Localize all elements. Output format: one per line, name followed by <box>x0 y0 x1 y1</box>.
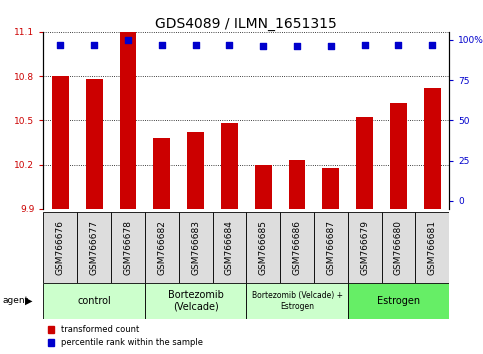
FancyBboxPatch shape <box>77 212 111 283</box>
Text: GSM766687: GSM766687 <box>327 220 335 275</box>
Bar <box>221 123 238 209</box>
Point <box>124 37 132 43</box>
Point <box>192 42 199 47</box>
Text: GSM766676: GSM766676 <box>56 220 65 275</box>
Point <box>395 42 402 47</box>
Bar <box>187 132 204 209</box>
Title: GDS4089 / ILMN_1651315: GDS4089 / ILMN_1651315 <box>156 17 337 31</box>
Legend: transformed count, percentile rank within the sample: transformed count, percentile rank withi… <box>48 325 203 347</box>
Text: Bortezomib
(Velcade): Bortezomib (Velcade) <box>168 290 224 312</box>
FancyBboxPatch shape <box>179 212 213 283</box>
FancyBboxPatch shape <box>213 212 246 283</box>
Point <box>361 42 369 47</box>
FancyBboxPatch shape <box>314 212 348 283</box>
Text: GSM766682: GSM766682 <box>157 220 166 275</box>
Text: Estrogen: Estrogen <box>377 296 420 306</box>
FancyBboxPatch shape <box>43 212 77 283</box>
Text: GSM766679: GSM766679 <box>360 220 369 275</box>
Text: GSM766685: GSM766685 <box>259 220 268 275</box>
Bar <box>86 79 102 209</box>
Text: GSM766686: GSM766686 <box>293 220 301 275</box>
FancyBboxPatch shape <box>111 212 145 283</box>
Bar <box>154 138 170 209</box>
Text: GSM766683: GSM766683 <box>191 220 200 275</box>
FancyBboxPatch shape <box>348 283 449 319</box>
Text: GSM766684: GSM766684 <box>225 220 234 275</box>
FancyBboxPatch shape <box>246 283 348 319</box>
FancyBboxPatch shape <box>145 212 179 283</box>
Point <box>90 42 98 47</box>
FancyBboxPatch shape <box>246 212 280 283</box>
Bar <box>356 118 373 209</box>
Point <box>259 44 267 49</box>
Point <box>327 44 335 49</box>
Point <box>158 42 166 47</box>
Point <box>57 42 64 47</box>
FancyBboxPatch shape <box>280 212 314 283</box>
Text: control: control <box>77 296 111 306</box>
Bar <box>390 103 407 209</box>
Bar <box>323 167 339 209</box>
Point <box>428 42 436 47</box>
Bar <box>52 76 69 209</box>
Bar <box>120 32 137 209</box>
Bar <box>424 88 440 209</box>
Point <box>226 42 233 47</box>
FancyBboxPatch shape <box>382 212 415 283</box>
FancyBboxPatch shape <box>415 212 449 283</box>
Point <box>293 44 301 49</box>
Text: GSM766677: GSM766677 <box>90 220 99 275</box>
Text: ▶: ▶ <box>25 296 33 306</box>
Bar <box>255 165 271 209</box>
Text: Bortezomib (Velcade) +
Estrogen: Bortezomib (Velcade) + Estrogen <box>252 291 342 310</box>
FancyBboxPatch shape <box>43 283 145 319</box>
Text: agent: agent <box>2 296 28 306</box>
Text: GSM766681: GSM766681 <box>428 220 437 275</box>
Text: GSM766680: GSM766680 <box>394 220 403 275</box>
FancyBboxPatch shape <box>145 283 246 319</box>
Bar <box>289 160 305 209</box>
FancyBboxPatch shape <box>348 212 382 283</box>
Text: GSM766678: GSM766678 <box>124 220 132 275</box>
